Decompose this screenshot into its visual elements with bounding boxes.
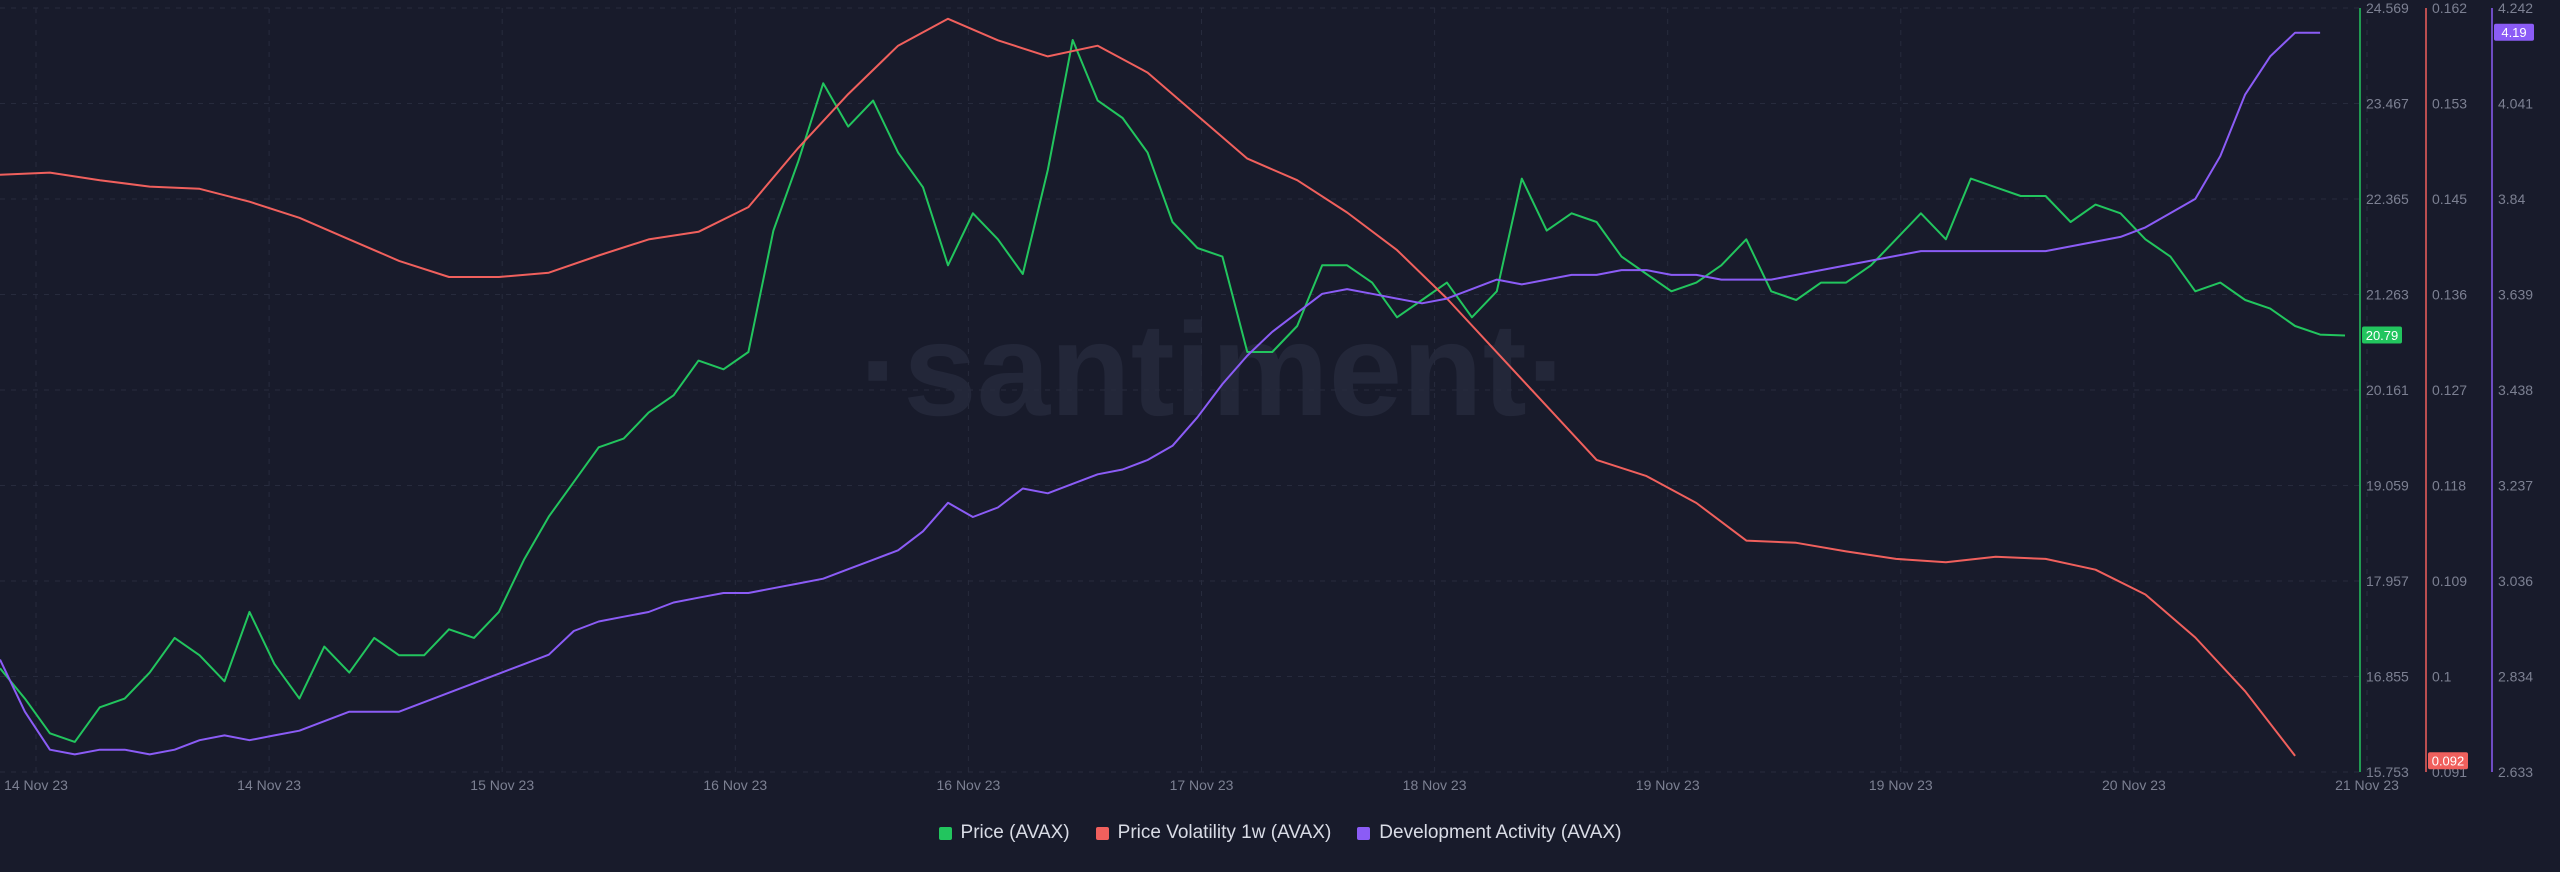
y-tick-label-dev_activity: 3.639	[2498, 287, 2533, 303]
x-tick-label: 18 Nov 23	[1403, 777, 1467, 793]
grid-lines	[0, 7, 2368, 773]
legend-item-price[interactable]: Price (AVAX)	[938, 822, 1070, 844]
current-value-label: 20.79	[2366, 328, 2399, 343]
legend-label-dev-activity: Development Activity (AVAX)	[1379, 822, 1622, 843]
y-tick-label-dev_activity: 4.242	[2498, 0, 2533, 16]
dev-activity-current-badge: 4.19	[2494, 23, 2534, 41]
legend: Price (AVAX) Price Volatility 1w (AVAX) …	[0, 818, 2560, 848]
y-tick-label-dev_activity: 3.84	[2498, 191, 2525, 207]
y-tick-label-price: 22.365	[2366, 191, 2409, 207]
y-tick-label-price: 24.569	[2366, 0, 2409, 16]
y-tick-label-dev_activity: 2.834	[2498, 669, 2533, 685]
y-tick-label-price: 21.263	[2366, 287, 2409, 303]
legend-label-volatility: Price Volatility 1w (AVAX)	[1117, 822, 1332, 843]
y-tick-label-dev_activity: 4.041	[2498, 96, 2533, 112]
watermark: ·santiment·	[859, 296, 1570, 443]
x-tick-label: 14 Nov 23	[237, 777, 301, 793]
series-line-price	[0, 39, 2346, 743]
y-tick-label-volatility: 0.118	[2432, 478, 2466, 494]
y-tick-label-dev_activity: 2.633	[2498, 764, 2533, 780]
x-tick-label: 16 Nov 23	[936, 777, 1000, 793]
y-tick-label-volatility: 0.145	[2432, 191, 2467, 207]
x-tick-label: 19 Nov 23	[1636, 777, 1700, 793]
legend-item-volatility[interactable]: Price Volatility 1w (AVAX)	[1095, 822, 1332, 844]
x-tick-label: 14 Nov 23	[4, 777, 68, 793]
y-tick-label-price: 17.957	[2366, 573, 2409, 589]
x-tick-label: 19 Nov 23	[1869, 777, 1933, 793]
y-tick-label-dev_activity: 3.237	[2498, 478, 2533, 494]
y-tick-label-price: 15.753	[2366, 764, 2409, 780]
current-value-label: 4.19	[2501, 25, 2526, 40]
y-tick-label-volatility: 0.136	[2432, 287, 2467, 303]
legend-swatch-dev-activity	[1357, 826, 1371, 840]
y-tick-label-volatility: 0.153	[2432, 96, 2467, 112]
x-tick-label: 16 Nov 23	[703, 777, 767, 793]
x-tick-label: 20 Nov 23	[2102, 777, 2166, 793]
legend-swatch-price	[938, 826, 952, 840]
legend-swatch-volatility	[1095, 826, 1109, 840]
x-tick-label: 17 Nov 23	[1170, 777, 1234, 793]
legend-item-dev-activity[interactable]: Development Activity (AVAX)	[1357, 822, 1621, 844]
y-tick-label-volatility: 0.127	[2432, 382, 2467, 398]
y-tick-label-price: 16.855	[2366, 669, 2409, 685]
volatility-current-badge: 0.092	[2428, 752, 2468, 770]
value-badges: 20.79 0.092 4.19	[2362, 23, 2534, 770]
y-tick-label-volatility: 0.109	[2432, 573, 2467, 589]
x-tick-label: 15 Nov 23	[470, 777, 534, 793]
series-line-volatility	[0, 17, 2296, 757]
series-lines	[0, 17, 2346, 757]
y-tick-label-dev_activity: 3.036	[2498, 573, 2533, 589]
axes	[2359, 8, 2493, 772]
x-tick-label: 21 Nov 23	[2335, 777, 2399, 793]
legend-label-price: Price (AVAX)	[960, 822, 1070, 843]
tick-labels: 24.569 0.162 4.242 23.467 0.153 4.041 22.365 0.…	[4, 0, 2533, 793]
y-tick-label-volatility: 0.162	[2432, 0, 2467, 16]
y-tick-label-dev_activity: 3.438	[2498, 382, 2533, 398]
series-line-dev-activity	[0, 31, 2321, 756]
y-tick-label-price: 20.161	[2366, 382, 2409, 398]
y-tick-label-price: 19.059	[2366, 478, 2409, 494]
y-tick-label-price: 23.467	[2366, 96, 2409, 112]
y-tick-label-volatility: 0.1	[2432, 669, 2452, 685]
price-current-badge: 20.79	[2362, 326, 2402, 344]
current-value-label: 0.092	[2432, 754, 2465, 769]
